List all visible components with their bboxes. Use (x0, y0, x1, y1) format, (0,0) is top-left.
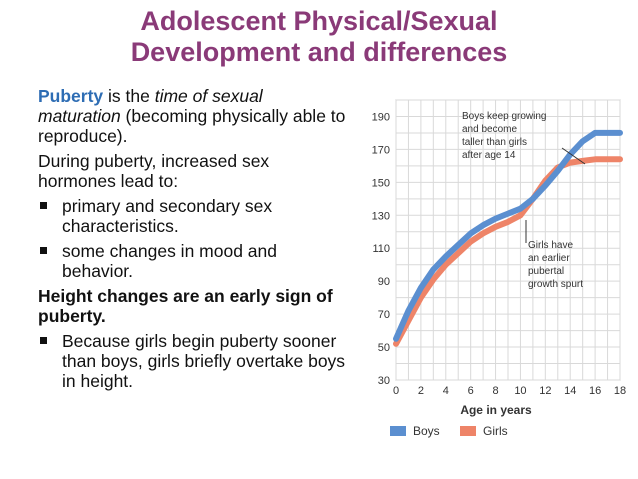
legend-label-girls: Girls (483, 424, 508, 438)
x-axis-label: Age in years (460, 403, 532, 417)
annotation-boys: Boys keep growing and become taller than… (462, 111, 586, 165)
hormones-intro: During puberty, increased sex hormones l… (38, 151, 270, 191)
y-tick-label: 130 (372, 210, 390, 222)
annotation-girls-line: pubertal (528, 266, 564, 277)
y-tick-label: 50 (378, 342, 390, 354)
annotation-girls-line: an earlier (528, 253, 570, 264)
y-tick-label: 110 (372, 243, 390, 255)
annotation-girls: Girls have an earlier pubertal growth sp… (525, 220, 583, 290)
x-tick-label: 14 (564, 385, 576, 397)
puberty-term: Puberty (38, 86, 104, 106)
y-axis-ticks: 30 50 70 90 110 130 150 170 190 (372, 111, 390, 387)
title-line-2: Development and differences (130, 37, 508, 67)
x-tick-label: 10 (514, 385, 526, 397)
is-the-text: is the (103, 86, 155, 106)
legend-swatch-girls (460, 426, 476, 436)
y-tick-label: 190 (372, 111, 390, 123)
y-tick-label: 170 (372, 144, 390, 156)
y-tick-label: 150 (372, 177, 390, 189)
y-tick-label: 90 (378, 276, 390, 288)
slide-title: Adolescent Physical/Sexual Development a… (0, 6, 638, 68)
x-tick-label: 8 (492, 385, 498, 397)
bullet-item: Because girls begin puberty sooner than … (38, 331, 348, 391)
annotation-boys-line: and become (462, 124, 517, 135)
legend-swatch-boys (390, 426, 406, 436)
y-tick-label: 70 (378, 309, 390, 321)
x-tick-label: 6 (468, 385, 474, 397)
slide-text: Puberty is the time of sexual maturation… (38, 86, 348, 396)
x-axis-ticks: 0 2 4 6 8 10 12 14 16 18 (393, 385, 626, 397)
x-tick-label: 0 (393, 385, 399, 397)
annotation-girls-line: Girls have (528, 240, 573, 251)
bullet-item: some changes in mood and behavior. (38, 241, 348, 281)
series-line-boys (393, 129, 623, 342)
chart-grid (395, 99, 621, 381)
x-tick-label: 16 (589, 385, 601, 397)
x-tick-label: 2 (418, 385, 424, 397)
series-line-girls (393, 156, 623, 347)
title-line-1: Adolescent Physical/Sexual (140, 6, 498, 36)
x-tick-label: 12 (539, 385, 551, 397)
legend-label-boys: Boys (413, 424, 440, 438)
annotation-boys-pointer (561, 147, 586, 165)
x-tick-label: 18 (614, 385, 626, 397)
chart-series (393, 129, 623, 347)
bullet-item: primary and secondary sex characteristic… (38, 196, 348, 236)
legend: Boys Girls (390, 424, 508, 438)
height-heading: Height changes are an early sign of pube… (38, 286, 333, 326)
y-tick-label: 30 (378, 375, 390, 387)
definition-text: time of sexual maturation (38, 86, 263, 126)
annotation-boys-line: taller than girls (462, 137, 527, 148)
annotation-boys-line: Boys keep growing (462, 111, 547, 122)
puberty-definition: Puberty is the time of sexual maturation… (38, 86, 348, 146)
annotation-girls-line: growth spurt (528, 279, 583, 290)
x-tick-label: 4 (443, 385, 449, 397)
explanation-text: (becoming physically able to reproduce). (38, 106, 346, 146)
annotation-boys-line: after age 14 (462, 150, 516, 161)
